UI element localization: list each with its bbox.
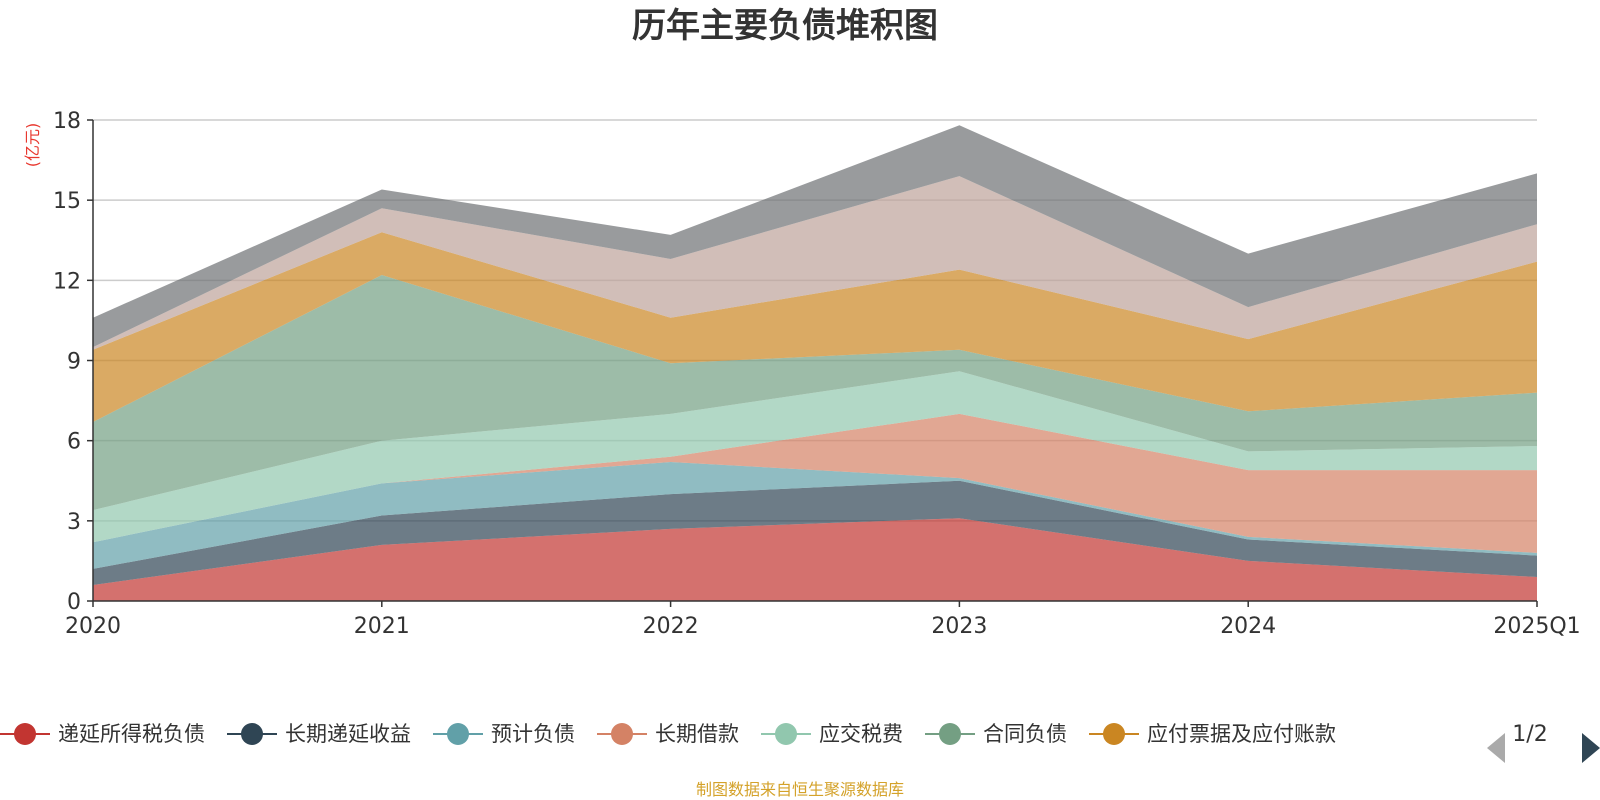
legend-marker-dot: [14, 723, 36, 745]
legend[interactable]: 递延所得税负债 长期递延收益 预计负债 长期借款 应交税费 合同负债 应付票据及应付账款: [0, 722, 1336, 746]
x-tick-label-3: 2023: [931, 614, 987, 639]
y-tick-label-12: 12: [53, 269, 81, 294]
legend-item-1[interactable]: 长期递延收益: [227, 722, 411, 746]
legend-item-2[interactable]: 预计负债: [433, 722, 575, 746]
legend-marker-dot: [775, 723, 797, 745]
area-series-3[interactable]: [93, 413, 1537, 553]
area-series-5[interactable]: [93, 275, 1537, 511]
area-series-6[interactable]: [93, 232, 1537, 422]
area-series[interactable]: [93, 125, 1537, 601]
y-tick-label-0: 0: [67, 590, 81, 615]
y-tick-label-3: 3: [67, 510, 81, 535]
x-tick-label-5: 2025Q1: [1493, 614, 1580, 639]
area-series-4[interactable]: [93, 371, 1537, 543]
area-series-1[interactable]: [93, 480, 1537, 585]
x-tick-label-0: 2020: [65, 614, 121, 639]
legend-label: 应付票据及应付账款: [1147, 722, 1336, 746]
legend-label: 长期递延收益: [285, 722, 411, 746]
x-tick-label-2: 2022: [643, 614, 699, 639]
legend-marker-dot: [1103, 723, 1125, 745]
legend-next-page-icon[interactable]: [1582, 733, 1600, 763]
legend-label: 应交税费: [819, 722, 903, 746]
area-series-7[interactable]: [93, 176, 1537, 350]
axes: 0 3 6 9 12 15 18 2020 2021 2022 2023 2024 2025Q1: [53, 109, 1581, 639]
y-tick-label-6: 6: [67, 430, 81, 455]
data-source-note: 制图数据来自恒生聚源数据库: [696, 780, 904, 799]
legend-marker-dot: [611, 723, 633, 745]
legend-item-4[interactable]: 应交税费: [761, 722, 903, 746]
legend-item-5[interactable]: 合同负债: [925, 722, 1067, 746]
legend-item-3[interactable]: 长期借款: [597, 722, 739, 746]
legend-marker-dot: [939, 723, 961, 745]
legend-marker-dot: [241, 723, 263, 745]
area-series-0[interactable]: [93, 518, 1537, 601]
legend-marker-dot: [447, 723, 469, 745]
legend-prev-page-icon[interactable]: [1487, 733, 1505, 763]
chart-title: 历年主要负债堆积图: [632, 6, 938, 46]
y-tick-label-18: 18: [53, 109, 81, 134]
x-tick-label-1: 2021: [354, 614, 410, 639]
y-axis-unit: (亿元): [23, 123, 42, 168]
y-tick-label-9: 9: [67, 350, 81, 375]
y-tick-label-15: 15: [53, 189, 81, 214]
legend-label: 合同负债: [983, 722, 1067, 746]
x-tick-label-4: 2024: [1220, 614, 1276, 639]
legend-label: 长期借款: [655, 722, 739, 746]
legend-item-0[interactable]: 递延所得税负债: [0, 722, 205, 746]
legend-page-indicator: 1/2: [1512, 722, 1547, 747]
legend-item-6[interactable]: 应付票据及应付账款: [1089, 722, 1336, 746]
legend-label: 预计负债: [491, 722, 575, 746]
legend-label: 递延所得税负债: [58, 722, 205, 746]
area-series-2[interactable]: [93, 462, 1537, 569]
